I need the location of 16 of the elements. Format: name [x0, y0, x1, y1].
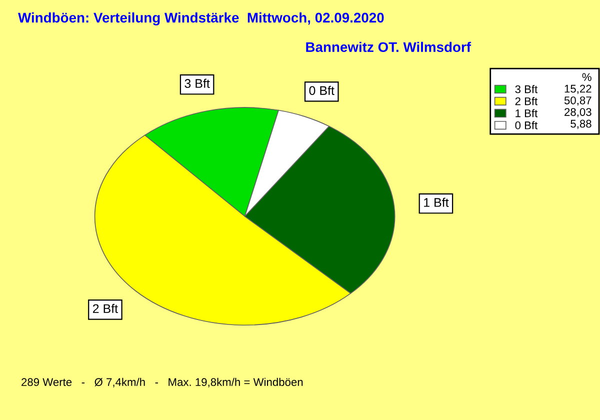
data-label: 50,87 — [564, 96, 592, 106]
chart-subtitle: Bannewitz OT. Wilmsdorf — [306, 42, 472, 52]
text: 289 Werte - Ø 7,4km/h - Max. 19,8km/h = Windböen — [22, 378, 303, 388]
data-label: 15,22 — [564, 84, 592, 94]
slice-label: 2 Bft — [92, 304, 118, 314]
legend-label: 1 Bft — [516, 109, 538, 118]
slice-label: 3 Bft — [184, 78, 210, 88]
slice-label: 1 Bft — [424, 198, 449, 207]
legend-label: 0 Bft — [515, 121, 538, 130]
data-label: 28,03 — [564, 108, 592, 118]
data-label: 5,88 — [570, 120, 592, 129]
chart-title: Windböen: Verteilung Windstärke Mittwoch, 02.09.2020 — [18, 12, 384, 26]
legend-label: 3 Bft — [515, 85, 538, 94]
legend-title: % — [582, 73, 592, 81]
legend-label: 2 Bft — [515, 97, 538, 106]
slice-label: 0 Bft — [309, 86, 334, 95]
